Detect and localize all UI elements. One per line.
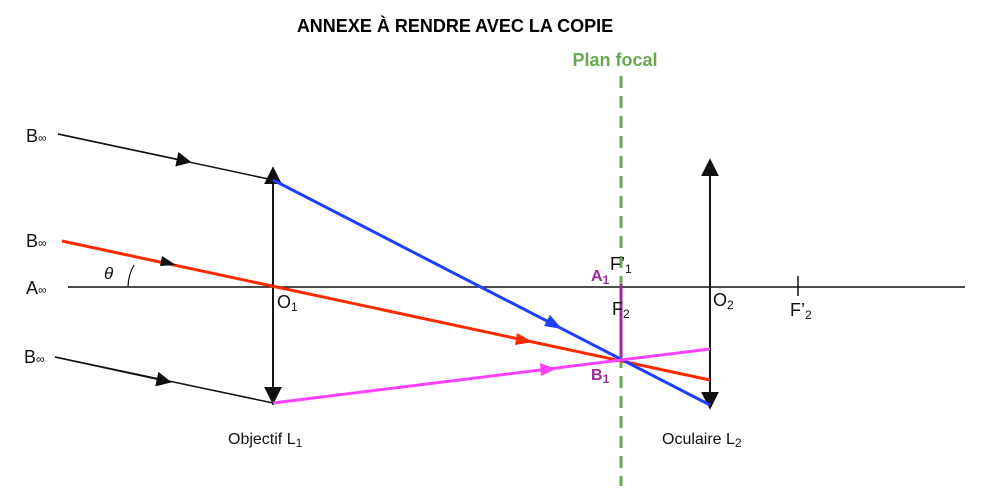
eyepiece-label: Oculaire L2 <box>662 431 742 450</box>
b-infinity-label-bottom: B∞ <box>24 347 45 367</box>
blue-ray <box>272 178 711 407</box>
focal-plane-label: Plan focal <box>572 50 657 70</box>
incident-ray-bottom <box>54 356 274 404</box>
blue-ray-arrow <box>544 315 562 329</box>
title: ANNEXE À RENDRE AVEC LA COPIE <box>297 15 613 36</box>
f1-prime-label: F’1 <box>610 254 632 276</box>
b-infinity-label-middle: B∞ <box>26 231 47 251</box>
b-infinity-label-top: B∞ <box>26 126 47 146</box>
theta-label: θ <box>104 264 114 283</box>
f2-label: F2 <box>612 299 630 321</box>
o1-label: O1 <box>277 292 298 314</box>
incident-ray-top <box>57 133 274 181</box>
pink-ray <box>272 347 711 405</box>
b1-label: B1 <box>591 367 610 386</box>
a-infinity-label: A∞ <box>26 278 47 298</box>
red-ray-arrow-in <box>160 256 176 266</box>
theta-arc <box>127 264 135 288</box>
red-ray-arrow-out <box>515 333 533 345</box>
o2-label: O2 <box>713 290 734 312</box>
a1-label: A1 <box>591 268 610 287</box>
f2-prime-label: F’2 <box>790 300 812 322</box>
pink-ray-arrow <box>540 363 556 376</box>
objective-label: Objectif L1 <box>228 431 303 450</box>
